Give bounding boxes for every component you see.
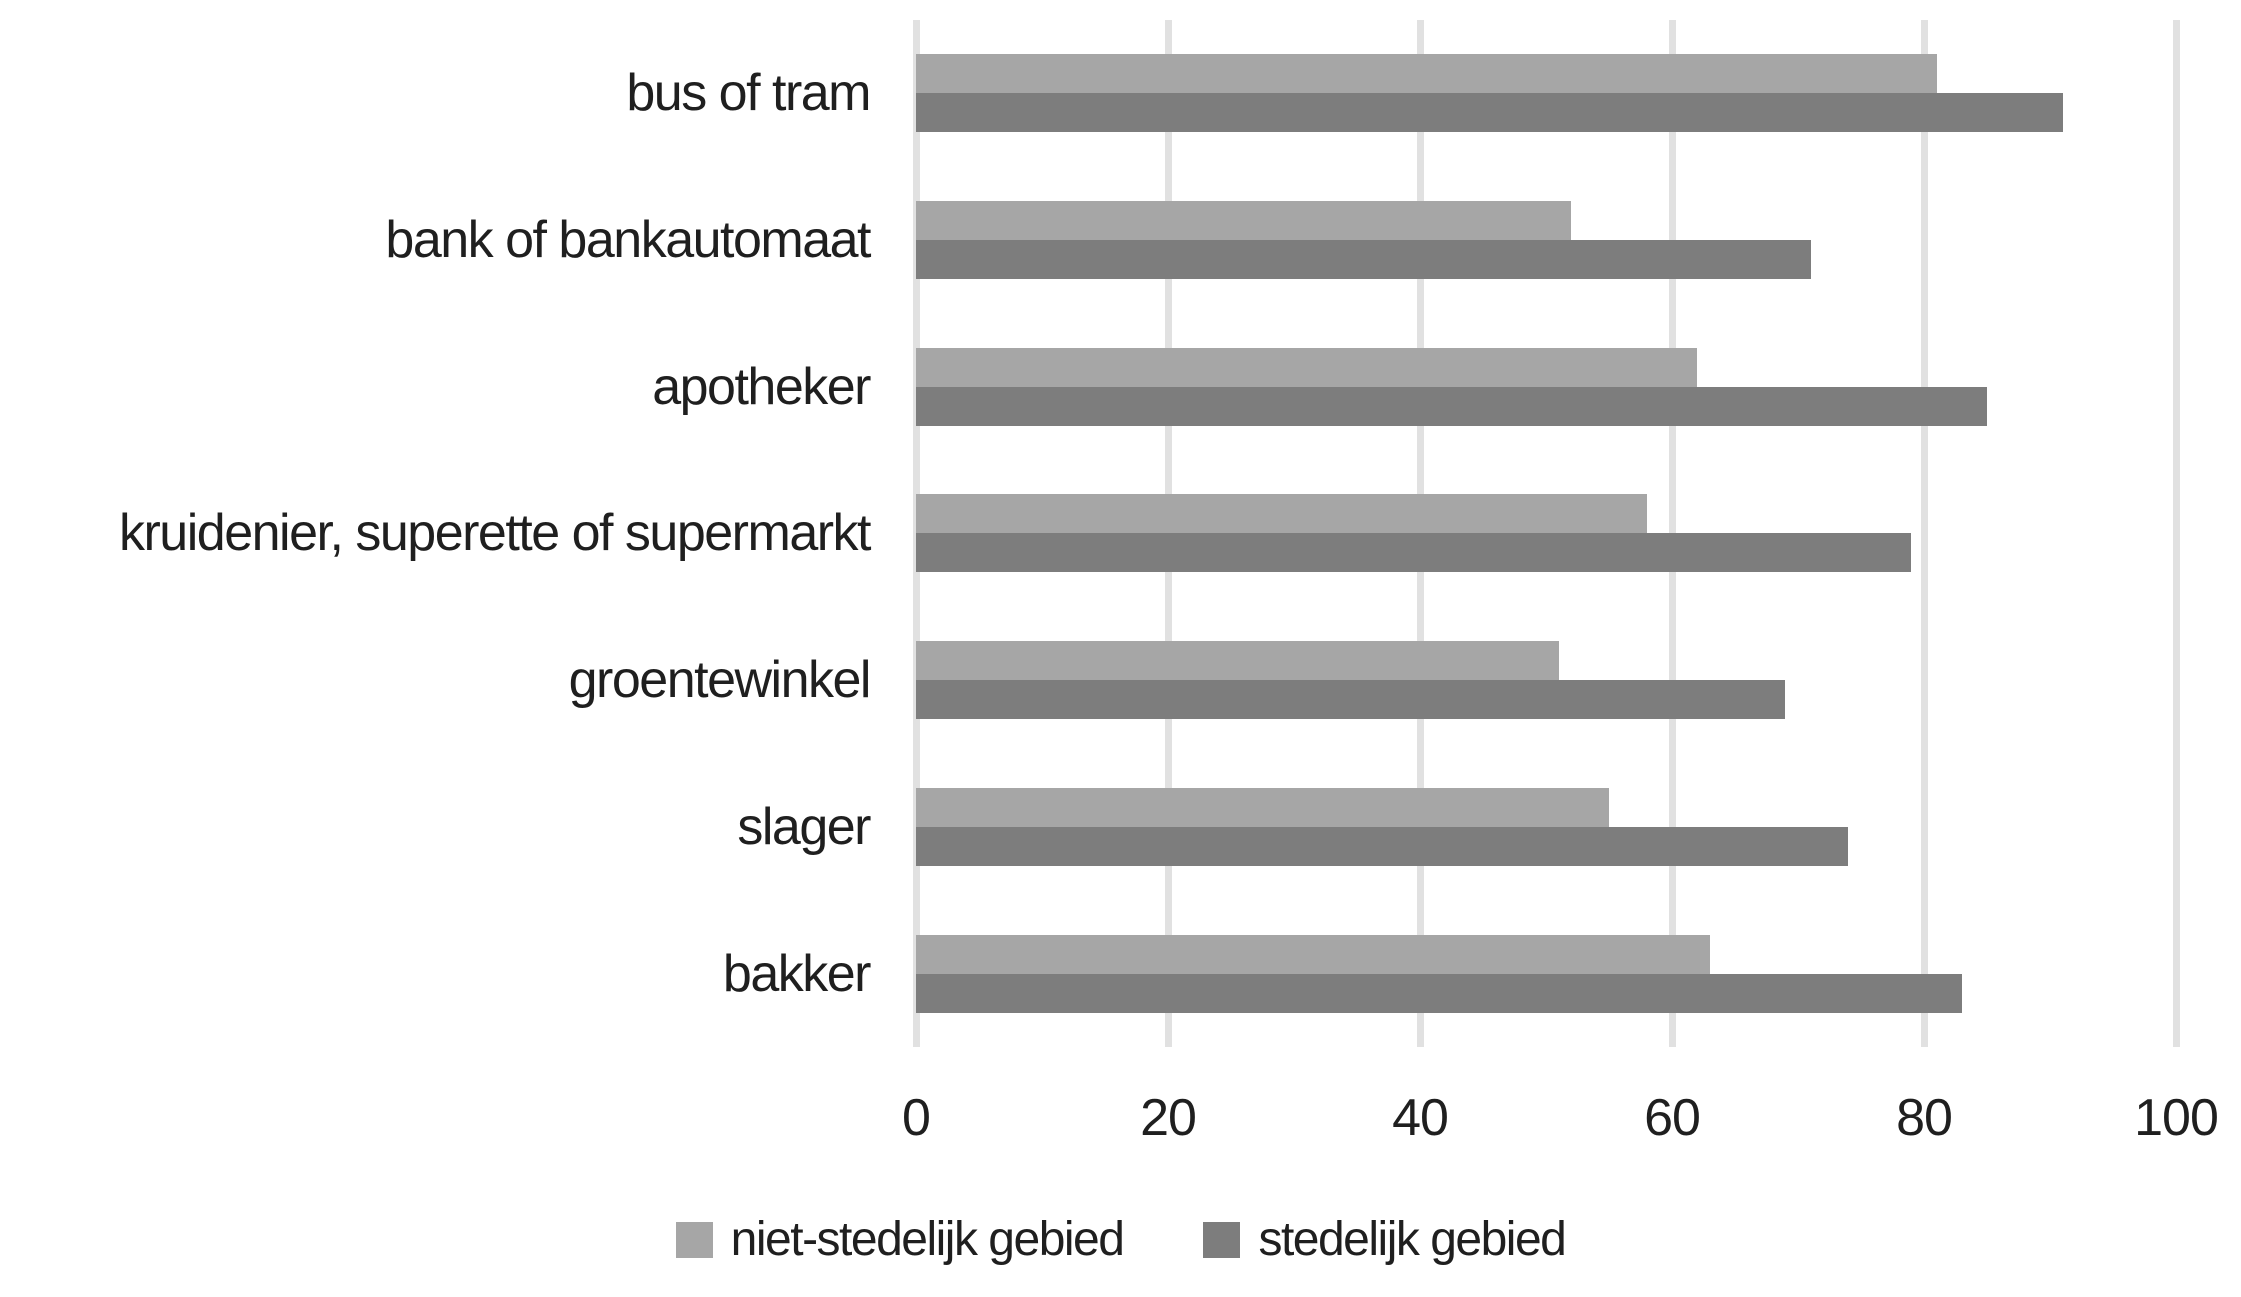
bar-group [916,167,2241,314]
category-label: groentewinkel [568,651,872,710]
bar-group [916,460,2241,607]
legend: niet-stedelijk gebied stedelijk gebied [0,1212,2241,1267]
legend-item: stedelijk gebied [1203,1212,1567,1267]
bar-row: bank of bankautomaat [0,167,2241,314]
category-label: kruidenier, superette of supermarkt [118,504,872,563]
gridline [2172,20,2180,1047]
x-tick-label: 40 [1392,1089,1449,1147]
bar-niet-stedelijk-gebied [916,934,1710,974]
bar-stedelijk-gebied [916,973,1962,1013]
category-label: bank of bankautomaat [385,211,871,270]
bar-stedelijk-gebied [916,533,1912,573]
bar-niet-stedelijk-gebied [916,787,1609,827]
bar-niet-stedelijk-gebied [916,641,1559,681]
bar-group [916,754,2241,901]
bar-group [916,313,2241,460]
legend-swatch [1203,1221,1241,1258]
bar-row: slager [0,754,2241,901]
bar-row: groentewinkel [0,607,2241,754]
legend-label: stedelijk gebied [1258,1213,1566,1266]
bar-stedelijk-gebied [916,826,1849,866]
bar-stedelijk-gebied [916,93,2063,133]
bar-stedelijk-gebied [916,680,1786,720]
bar-niet-stedelijk-gebied [916,201,1572,241]
bar-stedelijk-gebied [916,240,1811,280]
x-axis: 0 20 40 60 80 100 [0,1088,2241,1158]
legend-swatch [675,1221,713,1258]
gridline [1920,20,1928,1047]
bar-row: apotheker [0,313,2241,460]
bar-niet-stedelijk-gebied [916,54,1937,94]
bar-row: kruidenier, superette of supermarkt [0,460,2241,607]
bar-niet-stedelijk-gebied [916,347,1698,387]
x-tick-label: 80 [1896,1089,1953,1147]
category-label: slager [737,797,871,856]
category-label: bus of tram [626,64,871,123]
x-tick-label: 60 [1644,1089,1701,1147]
legend-item: niet-stedelijk gebied [675,1212,1125,1267]
plot-rows-layer: bus of tram bank of bankautomaat apotheker… [0,20,2241,1047]
legend-label: niet-stedelijk gebied [730,1213,1125,1266]
category-label: apotheker [652,357,871,416]
bar-group [916,20,2241,167]
bar-niet-stedelijk-gebied [916,494,1647,534]
x-tick-label: 100 [2134,1089,2219,1147]
bar-row: bus of tram [0,20,2241,167]
bar-stedelijk-gebied [916,386,1987,426]
x-tick-label: 20 [1140,1089,1197,1147]
bar-group [916,900,2241,1047]
x-tick-label: 0 [902,1089,931,1147]
bar-row: bakker [0,900,2241,1047]
category-label: bakker [722,944,872,1003]
bar-group [916,607,2241,754]
